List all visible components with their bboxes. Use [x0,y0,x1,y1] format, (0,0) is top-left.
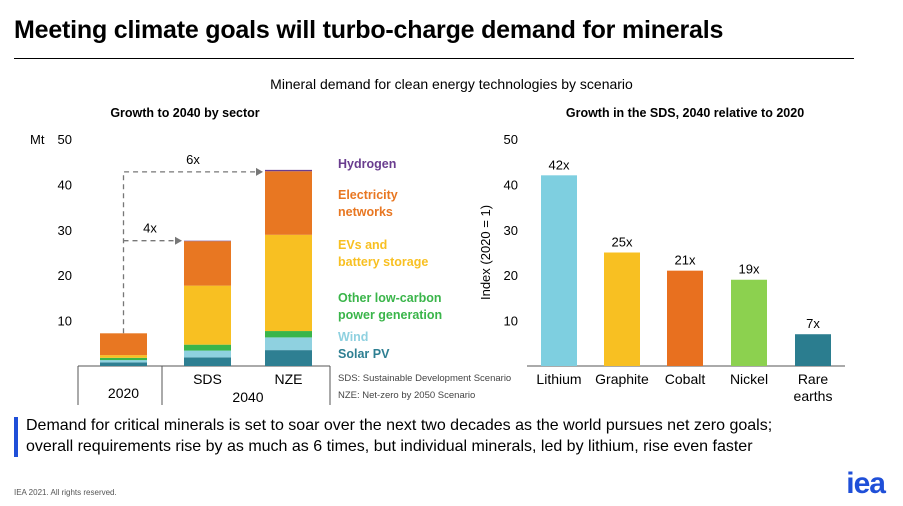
growth-arrow-6x [122,171,261,334]
left-chart-title: Growth to 2040 by sector [110,106,260,120]
stacked-bar-segment [265,331,312,338]
right-bar-chart: Index (2020 = 1) 10 20 30 40 50 42x 25x 21x 19x 7x… [478,132,845,404]
right-x-tick-label: earths [794,388,833,404]
mineral-bar [604,252,640,366]
right-x-tick-label: Cobalt [665,371,706,387]
mineral-bar-data-label: 19x [739,262,760,277]
legend-wind-label: Wind [338,330,369,344]
right-y-tick-label: 50 [504,132,518,147]
stacked-bar-segment [184,240,231,242]
mineral-bar [795,334,831,366]
right-y-tick-label: 30 [504,223,518,238]
left-y-axis-label: Mt [30,132,45,147]
left-y-tick-label: 10 [58,314,72,329]
left-x-group-label: 2040 [232,389,263,405]
legend-solar: Solar PV [338,346,389,363]
page-title: Meeting climate goals will turbo-charge … [14,16,724,44]
stacked-bar-segment [100,360,147,363]
left-y-tick-label: 20 [58,268,72,283]
stacked-bar-segment [184,241,231,286]
iea-logo: iea [846,467,886,500]
right-x-tick-label: Rare [798,371,829,387]
mineral-bar-data-label: 21x [675,253,696,268]
stacked-bar-segment [100,362,147,366]
legend-electricity-line1: Electricity [338,188,398,202]
legend-other-line1: Other low-carbon [338,291,442,305]
right-x-tick-label: Lithium [536,371,581,387]
right-y-axis-label: Index (2020 = 1) [478,205,493,300]
legend-evs-line1: EVs and [338,238,388,252]
stacked-bar-segment [184,357,231,366]
legend-hydrogen-label: Hydrogen [338,157,397,171]
right-chart-title: Growth in the SDS, 2040 relative to 2020 [565,106,805,120]
legend-electricity-line2: networks [338,205,393,219]
legend-evs: EVs and battery storage [338,237,428,271]
left-y-tick-label: 50 [58,132,72,147]
right-x-tick-label: Graphite [595,371,649,387]
mineral-bar-data-label: 25x [612,235,633,250]
left-y-tick-label: 30 [58,223,72,238]
right-x-tick-label: Nickel [730,371,768,387]
left-stacked-bar-chart: Mt 10 20 30 40 50 2020 SDS NZE 2040 6x 4x [30,132,331,405]
copyright-text: IEA 2021. All rights reserved. [14,488,117,497]
annotation-label-6x: 6x [186,152,200,167]
key-message-line1: Demand for critical minerals is set to s… [26,417,773,434]
stacked-bar-segment [265,234,312,332]
legend-hydrogen: Hydrogen [338,156,396,173]
right-y-tick-label: 40 [504,177,518,192]
stacked-bar-segment [100,355,147,358]
bullet-accent-bar [14,417,18,457]
legend-electricity: Electricity networks [338,187,398,221]
annotation-label-4x: 4x [143,221,157,236]
right-y-tick-label: 20 [504,268,518,283]
mineral-bar [667,270,703,366]
key-message: Demand for critical minerals is set to s… [26,415,886,457]
mineral-bar [541,175,577,366]
arrowhead-icon [175,236,182,245]
legend-other-line2: power generation [338,308,443,322]
stacked-bar-segment [100,357,147,361]
stacked-bar-segment [265,337,312,351]
left-x-tick-label: SDS [193,371,222,387]
arrowhead-icon [256,167,263,176]
note-nze: NZE: Net-zero by 2050 Scenario [338,390,476,401]
stacked-bar-segment [100,333,147,356]
right-y-tick-label: 10 [504,314,518,329]
stacked-bar-segment [265,169,312,172]
mineral-bar [731,279,767,366]
left-x-tick-label: 2020 [108,385,139,401]
title-divider [14,58,854,59]
legend-other-low-carbon: Other low-carbon power generation [338,290,442,324]
mineral-bar-data-label: 42x [549,157,570,172]
stacked-bar-segment [184,344,231,351]
legend-solar-label: Solar PV [338,347,390,361]
left-y-tick-label: 40 [58,177,72,192]
stacked-bar-segment [184,285,231,345]
chart-subtitle: Mineral demand for clean energy technolo… [270,76,633,92]
stacked-bar-segment [265,350,312,366]
stacked-bar-segment [265,171,312,235]
note-sds: SDS: Sustainable Development Scenario [338,373,512,384]
left-x-tick-label: NZE [275,371,303,387]
mineral-bar-data-label: 7x [806,316,820,331]
key-message-line2: overall requirements rise by as much as … [26,438,753,455]
stacked-bar-segment [184,350,231,358]
legend-wind: Wind [338,329,368,346]
legend-evs-line2: battery storage [338,255,429,269]
